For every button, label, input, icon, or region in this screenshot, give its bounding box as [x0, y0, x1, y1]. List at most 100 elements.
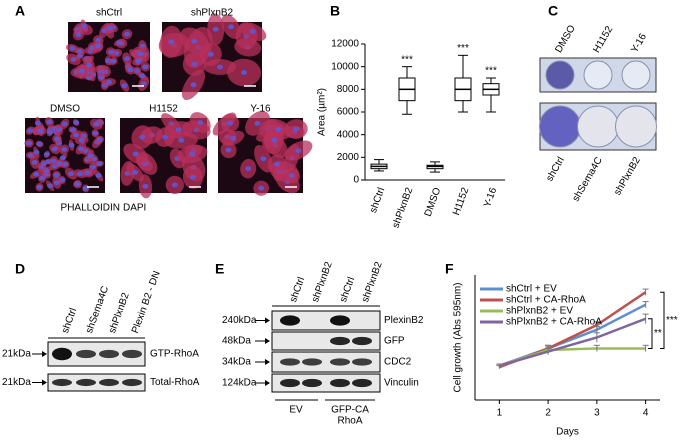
- nucleus: [190, 82, 197, 88]
- nucleus: [121, 83, 128, 89]
- nucleus: [68, 142, 75, 148]
- band: [76, 349, 96, 359]
- nucleus: [191, 38, 198, 44]
- blot-label: PlexinB2: [384, 315, 424, 326]
- legend-label: shPlxnB2 + CA-RhoA: [506, 317, 602, 328]
- nucleus: [43, 151, 50, 157]
- bracket: [648, 318, 653, 349]
- band: [330, 358, 350, 366]
- arrow-head: [265, 380, 270, 386]
- nucleus: [78, 68, 85, 74]
- nucleus: [76, 48, 83, 54]
- y-tick-label: 2000: [337, 152, 360, 163]
- nucleus: [96, 137, 103, 143]
- x-tick-label: 3: [594, 408, 600, 419]
- well: [539, 105, 581, 148]
- nucleus: [26, 140, 33, 146]
- nucleus: [46, 119, 53, 125]
- y-tick-label: 8000: [337, 84, 360, 95]
- nucleus: [62, 161, 69, 167]
- nucleus: [140, 81, 147, 86]
- band: [302, 378, 322, 388]
- nucleus: [77, 146, 84, 151]
- nucleus: [275, 126, 282, 132]
- y-tick-label: 12000: [331, 39, 359, 50]
- band: [280, 358, 300, 366]
- bracket: [660, 291, 665, 349]
- well: [577, 105, 619, 148]
- y-tick-label: 0: [353, 175, 359, 186]
- blot-label: GTP-RhoA: [150, 349, 199, 360]
- nucleus: [90, 164, 97, 170]
- arrow-head: [265, 359, 270, 365]
- nucleus: [271, 137, 278, 143]
- nucleus: [53, 172, 60, 178]
- band: [352, 358, 372, 366]
- panel-label: E: [215, 261, 224, 277]
- nucleus: [37, 128, 44, 134]
- nucleus: [127, 67, 134, 73]
- nucleus: [123, 56, 130, 62]
- nucleus: [47, 130, 54, 135]
- y-tick-label: 6000: [337, 107, 360, 118]
- arrow-head: [42, 351, 47, 357]
- nucleus: [51, 146, 58, 152]
- nucleus: [139, 73, 146, 79]
- arrow-head: [265, 338, 270, 344]
- nucleus: [39, 175, 46, 181]
- group-label: RhoA: [337, 416, 362, 427]
- nucleus: [75, 32, 82, 38]
- blot-label: CDC2: [384, 357, 412, 368]
- nucleus: [116, 40, 123, 46]
- band: [76, 378, 96, 387]
- nucleus: [197, 120, 204, 125]
- nucleus: [61, 121, 68, 127]
- y-axis-label: Cell growth (Abs 595nm): [453, 282, 464, 392]
- band: [52, 378, 72, 387]
- nucleus: [93, 121, 100, 127]
- nucleus: [132, 151, 139, 157]
- nucleus: [59, 155, 66, 161]
- nucleus: [258, 185, 265, 191]
- band: [330, 315, 350, 326]
- nucleus: [168, 39, 175, 45]
- size-label: 240kDa: [222, 315, 257, 326]
- image-label: H1152: [149, 104, 178, 115]
- x-tick-label: 1: [497, 408, 503, 419]
- nucleus: [137, 51, 144, 57]
- legend-label: shCtrl + CA-RhoA: [506, 295, 586, 306]
- nucleus: [73, 120, 80, 125]
- x-tick-label: 2: [545, 408, 551, 419]
- arrow-head: [265, 317, 270, 324]
- nucleus: [241, 70, 248, 75]
- nucleus: [228, 24, 235, 30]
- band: [280, 315, 300, 326]
- size-label: 34kDa: [222, 357, 251, 368]
- nucleus: [31, 160, 38, 165]
- band: [302, 358, 322, 366]
- nucleus: [191, 61, 198, 67]
- nucleus: [95, 43, 102, 49]
- nucleus: [87, 153, 94, 159]
- blot-label: GFP: [384, 336, 405, 347]
- nucleus: [249, 29, 256, 34]
- image-label: shCtrl: [96, 8, 122, 19]
- nucleus: [95, 173, 102, 178]
- nucleus: [61, 147, 68, 152]
- panel-label: A: [15, 3, 25, 19]
- micrograph: [24, 116, 105, 193]
- band: [52, 347, 72, 361]
- nucleus: [293, 126, 300, 132]
- nucleus: [74, 181, 81, 187]
- nucleus: [53, 180, 60, 186]
- nucleus: [69, 127, 76, 133]
- blot: [271, 373, 381, 393]
- well: [621, 60, 651, 90]
- arrow-head: [42, 379, 47, 386]
- nucleus: [175, 127, 182, 133]
- nucleus: [288, 173, 295, 179]
- nucleus: [171, 182, 178, 188]
- nucleus: [260, 156, 267, 162]
- nucleus: [78, 138, 85, 143]
